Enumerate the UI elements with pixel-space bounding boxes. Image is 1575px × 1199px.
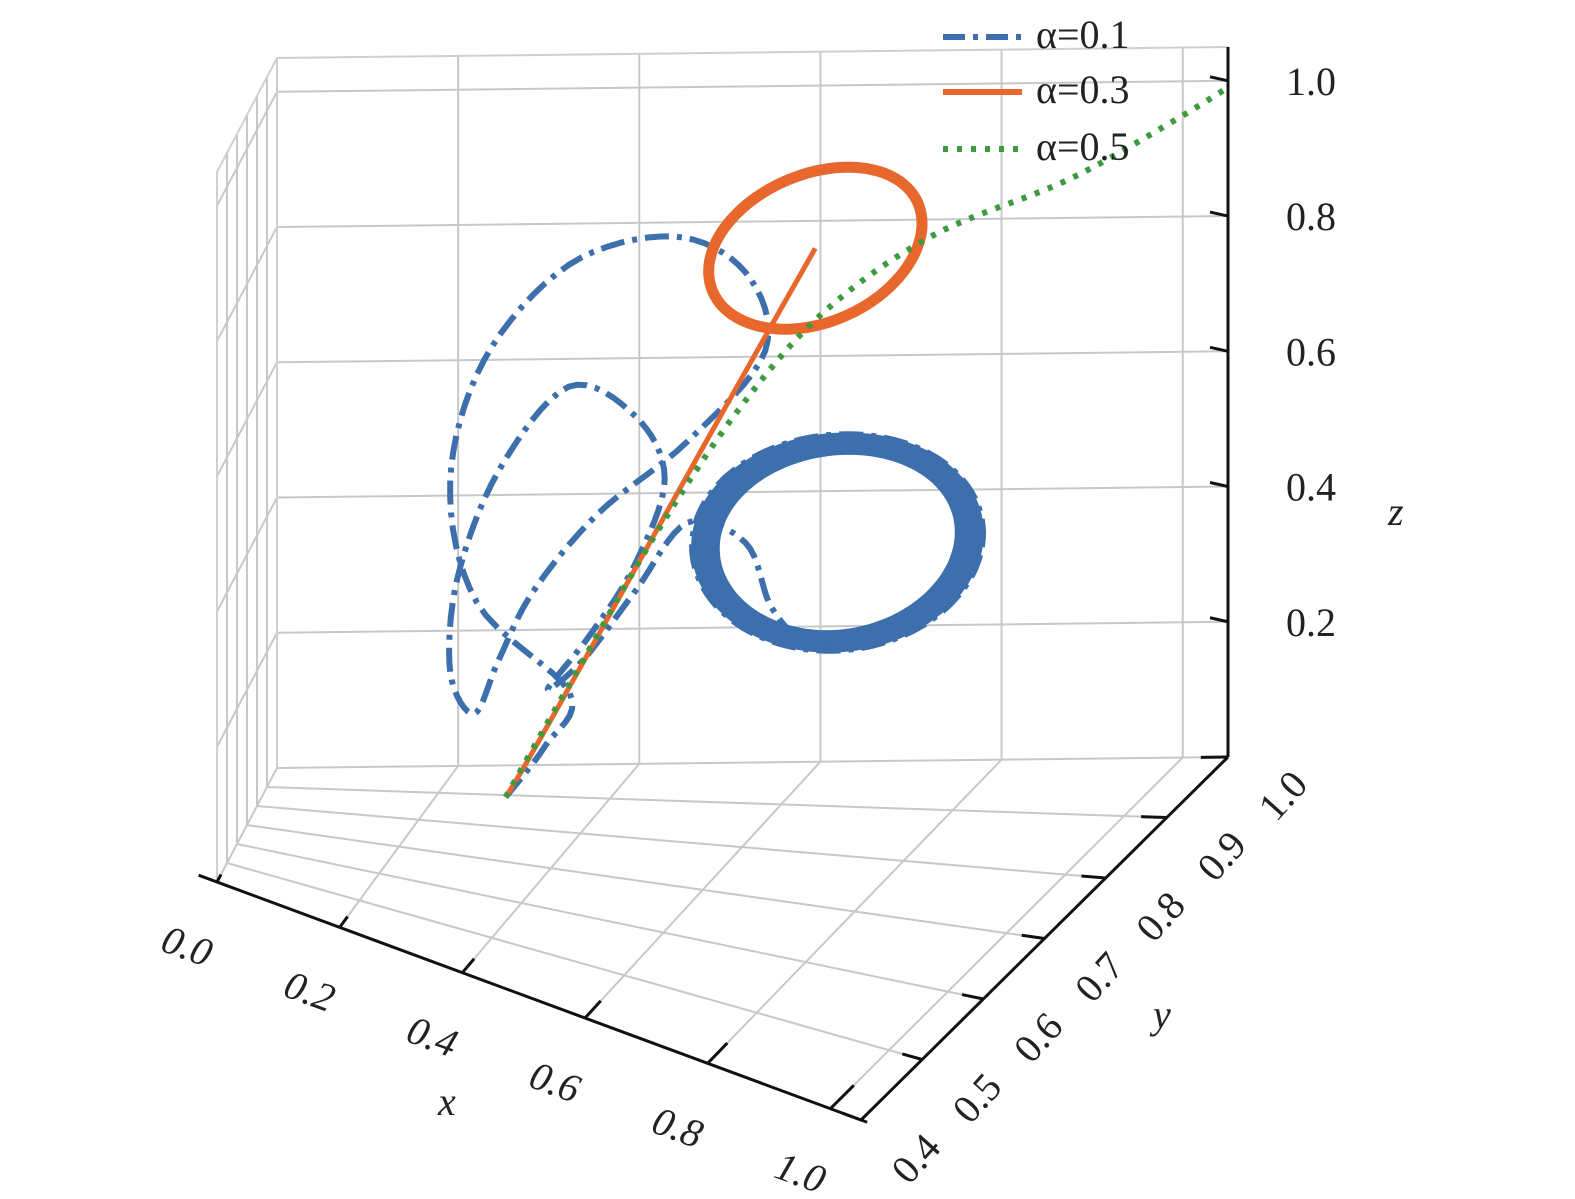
y-tick-mark: [961, 993, 984, 1001]
x-tick-label: 0.0: [156, 916, 218, 975]
z-tick-mark: [1209, 481, 1229, 488]
z-tick-mark: [1209, 345, 1229, 353]
grid-line-back-wall: [276, 79, 1229, 93]
x-tick-mark: [829, 1084, 855, 1110]
legend-label-alpha-01: α=0.1: [1036, 12, 1130, 57]
grid-line-floor-y: [236, 843, 984, 1000]
grid-line-floor-y: [246, 824, 1045, 940]
y-tick-label: 0.7: [1066, 943, 1133, 1010]
grid-line-left-wall: [216, 91, 278, 207]
z-tick-label: 0.8: [1286, 194, 1336, 239]
pane-edge: [216, 57, 278, 173]
y-tick-label: 0.4: [882, 1125, 949, 1192]
grid-line-left-wall: [216, 632, 278, 748]
grid-line-left-wall: [216, 361, 278, 477]
y-tick-mark: [901, 1052, 923, 1061]
x-tick-label: 1.0: [769, 1143, 831, 1199]
y-tick-label: 0.6: [1005, 1004, 1072, 1071]
x-tick-label: 0.4: [401, 1007, 463, 1066]
grid-line-floor-y: [226, 862, 923, 1061]
legend-label-alpha-05: α=0.5: [1036, 124, 1130, 169]
x-axis-line: [198, 873, 868, 1124]
x-tick-label: 0.6: [524, 1052, 586, 1111]
legend: α=0.1 α=0.3 α=0.5: [943, 12, 1130, 169]
series-alpha-03-cycle: [703, 161, 928, 335]
y-tick-mark: [1081, 874, 1106, 880]
grid-line-floor-y: [266, 786, 1167, 819]
z-tick-label: 1.0: [1286, 59, 1336, 104]
x-tick-mark: [461, 957, 476, 974]
z-tick-label: 0.4: [1286, 465, 1336, 510]
legend-label-alpha-03: α=0.3: [1036, 67, 1130, 112]
y-tick-label: 0.8: [1127, 883, 1194, 950]
grid-line-floor-y: [256, 805, 1106, 879]
x-tick-mark: [583, 999, 602, 1020]
series-alpha-01-cycle: [689, 431, 987, 654]
y-tick-label: 0.5: [943, 1064, 1010, 1131]
grid-line-left-wall: [216, 226, 278, 342]
y-tick-label: 0.9: [1188, 822, 1255, 889]
z-tick-mark: [1209, 616, 1229, 624]
grid-line-left-wall: [216, 497, 278, 612]
x-tick-mark: [338, 915, 349, 929]
x-tick-label: 0.2: [279, 962, 341, 1021]
series-lines: [446, 85, 1230, 800]
y-tick-mark: [1021, 933, 1045, 940]
x-tick-label: 0.8: [647, 1098, 709, 1157]
pane-edge: [276, 46, 1229, 59]
axes: [198, 47, 1230, 1124]
x-tick-mark: [215, 873, 223, 883]
x-axis-label: x: [437, 1079, 456, 1124]
y-tick-mark: [842, 1111, 862, 1122]
z-tick-mark: [1209, 210, 1229, 218]
grid-line-back-wall: [276, 215, 1229, 229]
series-alpha-05-trajectory: [502, 85, 1230, 799]
grid-line-floor-y: [276, 756, 1229, 769]
grid-line-back-wall: [276, 485, 1229, 499]
y-tick-mark: [1141, 815, 1167, 819]
x-tick-mark: [706, 1042, 729, 1065]
z-tick-label: 0.6: [1286, 329, 1336, 374]
z-tick-label: 0.2: [1286, 600, 1336, 645]
z-axis-label: z: [1387, 489, 1404, 534]
z-tick-mark: [1209, 75, 1229, 83]
y-axis-label: y: [1149, 992, 1171, 1037]
y-tick-label: 1.0: [1249, 762, 1316, 829]
